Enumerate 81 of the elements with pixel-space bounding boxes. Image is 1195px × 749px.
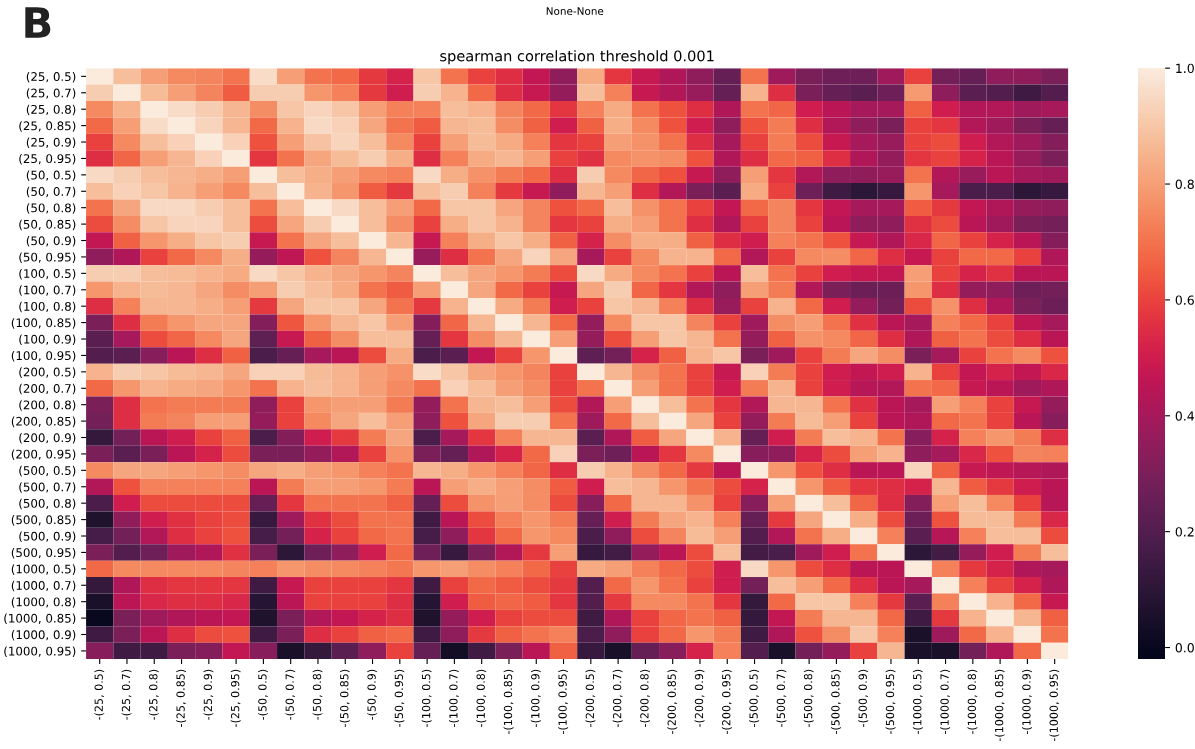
y-tick-label: (500, 0.9)	[19, 531, 76, 543]
x-tick-label: -(50, 0.5)	[258, 669, 268, 720]
y-tick-label: (1000, 0.95)	[4, 646, 76, 657]
y-tick-label: (1000, 0.7)	[11, 580, 76, 592]
color-bar-label: 0.4	[1175, 411, 1195, 421]
x-tick-label: -(25, 0.9)	[203, 669, 214, 720]
x-tick-label: -(500, 0.5)	[749, 669, 760, 727]
color-bar-label: 0.0	[1175, 643, 1194, 653]
y-tick-label: (500, 0.7)	[19, 482, 76, 493]
y-tick-label: (1000, 0.9)	[11, 630, 76, 641]
y-tick-label: (25, 0.95)	[19, 153, 76, 165]
x-tick-label: -(1000, 0.95)	[1049, 669, 1060, 742]
x-tick-label: -(500, 0.85)	[831, 669, 841, 734]
y-tick-label: (100, 0.95)	[11, 350, 76, 362]
color-bar-label: 0.6	[1175, 295, 1194, 305]
color-bar-label: 0.2	[1175, 527, 1194, 537]
x-tick-label: -(200, 0.7)	[612, 669, 623, 727]
y-tick-label: (100, 0.5)	[19, 268, 76, 280]
y-tick-label: (200, 0.5)	[19, 367, 76, 378]
x-tick-label: -(1000, 0.8)	[967, 669, 978, 734]
color-bar-label: 0.8	[1175, 179, 1194, 189]
x-tick-label: -(100, 0.8)	[476, 669, 487, 727]
x-tick-label: -(100, 0.9)	[530, 669, 541, 727]
y-tick-label: (100, 0.85)	[11, 318, 76, 329]
y-tick-label: (1000, 0.5)	[11, 564, 76, 575]
y-tick-label: (25, 0.85)	[19, 121, 76, 132]
x-tick-label: -(200, 0.9)	[694, 669, 705, 727]
y-tick-label: (50, 0.7)	[26, 186, 76, 198]
y-tick-label: (1000, 0.85)	[4, 613, 76, 625]
y-tick-label: (500, 0.95)	[11, 547, 76, 559]
y-tick-label: (200, 0.9)	[19, 433, 76, 444]
x-tick-label: -(25, 0.85)	[176, 669, 187, 727]
text: None-None	[546, 7, 604, 16]
x-tick-label: -(1000, 0.9)	[1022, 669, 1032, 734]
y-tick-label: (50, 0.5)	[26, 170, 76, 181]
y-tick-label: (100, 0.7)	[19, 285, 76, 296]
x-tick-label: -(25, 0.5)	[94, 669, 105, 720]
x-tick-label: -(25, 0.7)	[121, 669, 132, 720]
y-tick-label: (100, 0.8)	[19, 301, 76, 313]
y-tick-label: (50, 0.85)	[19, 219, 76, 231]
y-tick-label: (100, 0.9)	[19, 334, 76, 346]
y-tick-label: (25, 0.8)	[26, 104, 76, 116]
y-tick-label: (500, 0.8)	[19, 498, 76, 510]
x-tick-label: -(100, 0.85)	[503, 669, 514, 734]
y-tick-label: (200, 0.7)	[19, 383, 76, 395]
x-tick-label: -(1000, 0.7)	[940, 669, 951, 734]
y-tick-label: (200, 0.85)	[11, 416, 76, 428]
x-tick-label: -(25, 0.8)	[148, 669, 159, 720]
y-tick-label: (200, 0.95)	[11, 449, 76, 460]
x-tick-label: -(200, 0.8)	[640, 669, 650, 727]
y-tick-label: (200, 0.8)	[19, 400, 76, 411]
x-tick-label: -(1000, 0.85)	[994, 669, 1005, 742]
y-tick-label: (50, 0.8)	[26, 203, 76, 214]
color-bar-label: 1.0	[1176, 63, 1194, 74]
x-tick-label: -(50, 0.7)	[285, 669, 296, 720]
x-tick-label: -(25, 0.95)	[230, 669, 241, 727]
y-tick-label: (500, 0.5)	[19, 465, 76, 477]
x-tick-label: -(50, 0.8)	[312, 669, 323, 720]
x-tick-label: -(200, 0.85)	[667, 669, 678, 734]
x-tick-label: -(50, 0.9)	[367, 669, 378, 720]
y-tick-label: (25, 0.7)	[26, 88, 76, 99]
x-tick-label: -(1000, 0.5)	[912, 669, 923, 734]
x-tick-label: -(100, 0.5)	[421, 669, 432, 727]
x-tick-label: -(50, 0.85)	[339, 669, 350, 727]
y-tick-label: (500, 0.85)	[11, 515, 76, 526]
text: B	[25, 7, 51, 38]
x-tick-label: -(500, 0.95)	[885, 669, 896, 734]
x-tick-label: -(200, 0.95)	[721, 669, 732, 734]
x-tick-label: -(100, 0.7)	[449, 669, 459, 727]
x-tick-label: -(500, 0.8)	[803, 669, 814, 727]
y-tick-label: (50, 0.95)	[19, 252, 76, 263]
x-tick-label: -(500, 0.7)	[776, 669, 787, 727]
x-tick-label: -(100, 0.95)	[558, 669, 569, 734]
y-tick-label: (50, 0.9)	[26, 236, 76, 247]
x-tick-label: -(500, 0.9)	[858, 669, 869, 727]
chart-title: spearman correlation threshold 0.001	[440, 50, 714, 65]
x-tick-label: -(50, 0.95)	[394, 669, 405, 727]
y-tick-label: (1000, 0.8)	[11, 597, 76, 608]
y-tick-label: (25, 0.9)	[26, 137, 76, 149]
y-tick-label: (25, 0.5)	[26, 71, 76, 83]
x-tick-label: -(200, 0.5)	[585, 669, 596, 727]
